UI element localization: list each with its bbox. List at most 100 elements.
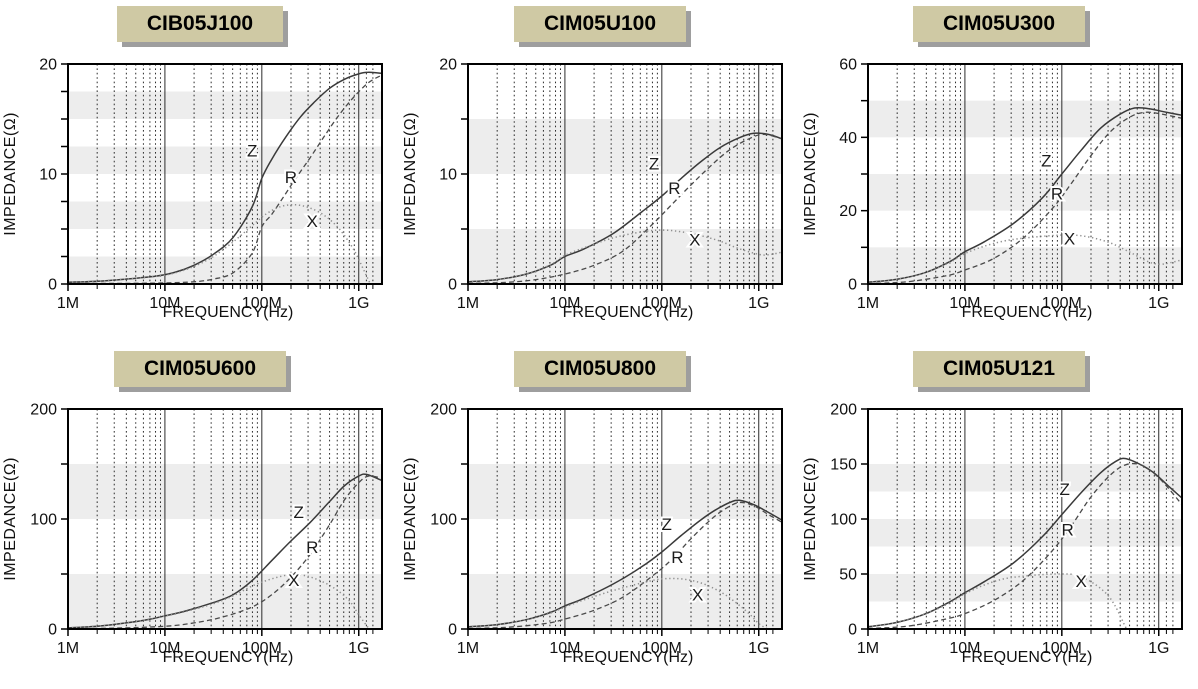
- y-tick-label: 20: [839, 203, 857, 220]
- y-tick-label: 10: [439, 167, 457, 184]
- x-tick-label: 10M: [149, 295, 180, 310]
- chart-title-box: CIM05U300: [912, 6, 1086, 42]
- y-tick-label: 200: [830, 402, 857, 419]
- impedance-chart-cib05j100: CIB05J100 IMPEDANCE(Ω) 0 10 20 1M 10M 100M 1G Z…: [0, 0, 400, 345]
- x-tick-label: 1G: [748, 640, 769, 655]
- y-axis-ticks: 0 100 200: [430, 402, 467, 639]
- x-axis-ticks: 1M 10M 100M 1G: [857, 630, 1174, 655]
- plot-frame: [67, 63, 383, 285]
- curve-X: [68, 573, 372, 629]
- y-axis-title: IMPEDANCE(Ω): [802, 112, 819, 236]
- x-tick-label: 10M: [949, 640, 980, 655]
- plot-frame: [467, 408, 783, 630]
- y-tick-label: 100: [430, 512, 457, 529]
- curve-R: [468, 501, 782, 629]
- y-tick-label: 20: [39, 57, 57, 74]
- curve-label-Z: Z: [293, 503, 303, 522]
- y-tick-label: 100: [830, 512, 857, 529]
- curve-label-R: R: [668, 179, 680, 198]
- y-tick-label: 150: [830, 457, 857, 474]
- curve-R: [468, 133, 782, 284]
- y-axis-ticks: 0 50 100 150 200: [830, 402, 867, 639]
- curve-Z: [68, 71, 382, 284]
- chart-title: CIM05U600: [143, 357, 257, 380]
- impedance-chart-cim05u600: CIM05U600 IMPEDANCE(Ω) 0 100 200 1M 10M 100M 1…: [0, 345, 400, 689]
- y-tick-label: 0: [448, 277, 457, 294]
- x-tick-label: 100M: [642, 640, 682, 655]
- x-tick-label: 1G: [348, 640, 369, 655]
- plot-area: 0 20 40 60 1M 10M 100M 1G ZR X: [839, 57, 1183, 310]
- y-tick-label: 0: [48, 622, 57, 639]
- curve-label-R: R: [306, 538, 318, 557]
- x-tick-label: 10M: [949, 295, 980, 310]
- curve-label-X: X: [307, 212, 318, 231]
- x-axis-ticks: 1M 10M 100M 1G: [57, 630, 374, 655]
- curve-labels: ZRX: [286, 501, 320, 592]
- plot-gridlines: [896, 64, 1174, 284]
- x-axis-ticks: 1M 10M 100M 1G: [857, 285, 1174, 310]
- chart-body: IMPEDANCE(Ω) 0 50 100 150 200 1M 10M 100M 1G Z R X: [800, 400, 1194, 655]
- curve-R: [868, 462, 1182, 629]
- curve-labels: ZRX: [1039, 150, 1077, 251]
- x-axis-title: FREQUENCY(Hz): [162, 649, 294, 666]
- plot-gridlines: [496, 409, 774, 629]
- y-axis-ticks: 0 20 40 60: [839, 57, 867, 294]
- curve-labels: ZRX: [1058, 478, 1089, 593]
- chart-title-box: CIM05U100: [513, 6, 687, 42]
- x-tick-label: 1M: [57, 295, 79, 310]
- plot-frame: [67, 408, 383, 630]
- curve-X: [68, 203, 372, 284]
- plot-bands: [868, 464, 1182, 602]
- chart-title-box: CIB05J100: [116, 6, 284, 42]
- y-tick-label: 0: [48, 277, 57, 294]
- chart-title: CIM05U300: [942, 12, 1056, 35]
- plot-area: 0 100 200 1M 10M 100M 1G ZRX: [430, 402, 783, 655]
- x-tick-label: 100M: [1042, 640, 1082, 655]
- plot-gridlines: [96, 64, 374, 284]
- curve-R: [868, 111, 1182, 284]
- y-axis-ticks: 0 10 20: [439, 57, 467, 294]
- x-tick-label: 1M: [457, 640, 479, 655]
- y-axis-title: IMPEDANCE(Ω): [802, 457, 819, 581]
- chart-title-box: CIM05U121: [912, 351, 1086, 387]
- x-axis-title: FREQUENCY(Hz): [961, 649, 1093, 666]
- plot-gridlines: [96, 409, 374, 629]
- chart-title-box: CIM05U600: [113, 351, 287, 387]
- curve-label-R: R: [1051, 185, 1063, 204]
- plot-bands: [468, 119, 782, 284]
- impedance-chart-cim05u800: CIM05U800 IMPEDANCE(Ω) 0 100 200 1M 10M 100M 1…: [400, 345, 800, 689]
- plot-area: 0 100 200 1M 10M 100M 1G ZRX: [30, 402, 383, 655]
- plot-bands: [468, 464, 782, 629]
- y-tick-label: 20: [439, 57, 457, 74]
- chart-body: IMPEDANCE(Ω) 0 100 200 1M 10M 100M 1G Z R X: [0, 400, 394, 655]
- curve-label-X: X: [689, 231, 700, 250]
- plot-area: 0 10 20 1M 10M 100M 1G Z R X: [39, 57, 383, 310]
- y-axis-ticks: 0 100 200: [30, 402, 67, 639]
- x-axis-title: FREQUENCY(Hz): [961, 304, 1093, 321]
- y-tick-label: 60: [839, 57, 857, 74]
- impedance-chart-cim05u121: CIM05U121 IMPEDANCE(Ω) 0 50 100 150 200 1M 10M…: [800, 345, 1198, 689]
- plot-frame: [467, 63, 783, 285]
- curve-label-X: X: [1064, 229, 1075, 248]
- x-tick-label: 1M: [457, 295, 479, 310]
- curve-label-R: R: [671, 548, 683, 567]
- x-axis-title: FREQUENCY(Hz): [562, 304, 694, 321]
- x-tick-label: 100M: [1042, 295, 1082, 310]
- curve-X: [868, 573, 1128, 629]
- y-tick-label: 200: [430, 402, 457, 419]
- curve-labels: ZRX: [659, 513, 705, 606]
- plot-frame: [867, 408, 1183, 630]
- chart-title: CIM05U100: [543, 12, 657, 35]
- y-tick-label: 200: [30, 402, 57, 419]
- chart-body: IMPEDANCE(Ω) 0 20 40 60 1M 10M 100M 1G Z R X: [800, 55, 1194, 310]
- impedance-chart-cim05u300: CIM05U300 IMPEDANCE(Ω) 0 20 40 60 1M 10M 100M 1…: [800, 0, 1198, 345]
- x-axis-title: FREQUENCY(Hz): [562, 649, 694, 666]
- x-tick-label: 10M: [149, 640, 180, 655]
- x-tick-label: 1M: [857, 640, 879, 655]
- x-tick-label: 100M: [242, 295, 282, 310]
- chart-title: CIM05U800: [543, 357, 657, 380]
- x-tick-label: 10M: [549, 295, 580, 310]
- curve-label-R: R: [285, 168, 297, 187]
- chart-body: IMPEDANCE(Ω) 0 10 20 1M 10M 100M 1G Z R X: [400, 55, 794, 310]
- plot-area: 0 50 100 150 200 1M 10M 100M 1G Z R X: [830, 402, 1183, 655]
